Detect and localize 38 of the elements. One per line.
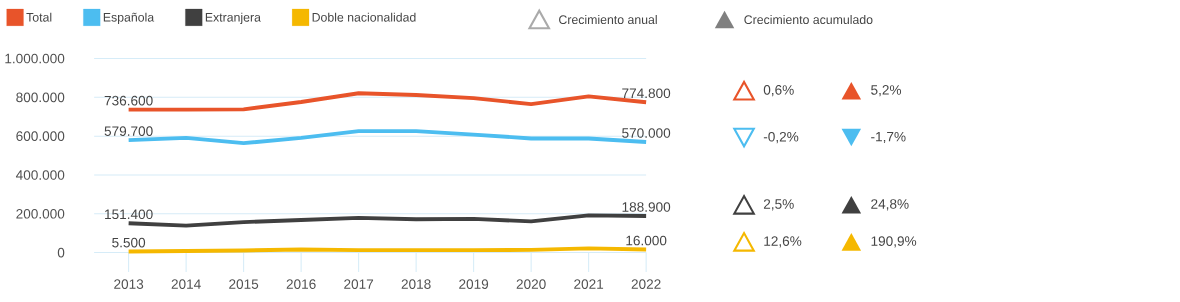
text: 12,6% <box>764 236 802 248</box>
legend-label: Total <box>26 12 52 22</box>
x-tick-label: 2019 <box>459 279 489 289</box>
data-label: 151.400 <box>105 209 153 219</box>
x-tick-label: 2020 <box>516 279 546 289</box>
y-tick-label: 1.000.000 <box>5 53 65 64</box>
legend-label: Española <box>103 12 155 24</box>
y-tick-label: 600.000 <box>16 131 65 141</box>
text: 0,6% <box>763 84 794 97</box>
y-tick-label: 400.000 <box>15 169 65 180</box>
data-label: 736.600 <box>104 95 153 106</box>
x-tick-label: 2015 <box>229 279 259 289</box>
data-label: 16.000 <box>626 235 667 246</box>
x-tick-label: 2017 <box>344 279 374 289</box>
data-label: 5.500 <box>112 237 146 248</box>
text: Crecimiento anual <box>559 14 657 24</box>
y-tick-label: 0 <box>57 247 65 258</box>
text: 190,9% <box>871 236 917 248</box>
text: -0,2% <box>763 131 799 143</box>
x-tick-label: 2018 <box>401 279 431 289</box>
x-tick-label: 2014 <box>171 279 201 289</box>
text: Crecimiento acumulado <box>744 14 873 24</box>
y-tick-label: 200.000 <box>16 208 65 219</box>
text: 2,5% <box>763 199 794 211</box>
data-label: 188.900 <box>622 201 671 212</box>
legend-label: Doble nacionalidad <box>312 12 416 22</box>
x-tick-label: 2013 <box>114 279 144 289</box>
text: 24,8% <box>871 199 909 211</box>
data-label: 774.800 <box>622 88 671 98</box>
x-tick-label: 2022 <box>631 279 661 289</box>
y-tick-label: 800.000 <box>16 92 65 102</box>
x-tick-label: 2021 <box>574 279 604 289</box>
data-label: 579.700 <box>104 126 153 136</box>
x-tick-label: 2016 <box>286 279 316 289</box>
text: 5,2% <box>871 84 902 97</box>
data-label: 570.000 <box>622 128 671 138</box>
text: -1,7% <box>871 131 906 143</box>
legend-label: Extranjera <box>205 12 261 24</box>
